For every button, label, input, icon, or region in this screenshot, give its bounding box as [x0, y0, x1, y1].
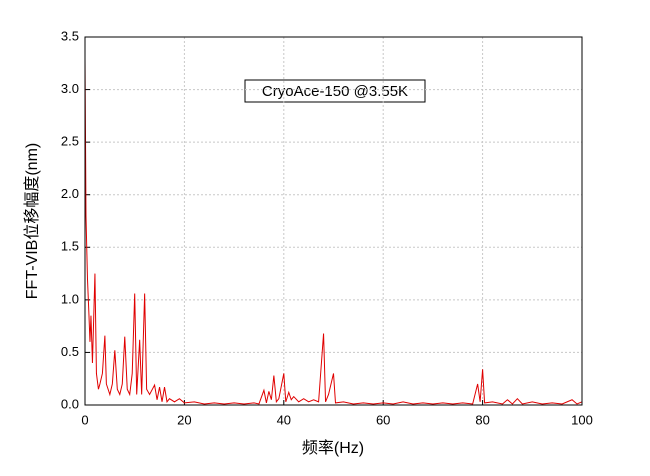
x-tick-label: 40: [277, 412, 291, 427]
plot-frame: [84, 36, 583, 406]
annotation: CryoAce-150 @3.55K: [262, 83, 408, 100]
y-tick-label: 1.5: [61, 239, 79, 254]
y-tick-label: 1.0: [61, 291, 79, 306]
y-tick-label: 0.0: [61, 396, 79, 411]
annotation-box: [244, 79, 426, 103]
y-tick-label: 0.5: [61, 344, 79, 359]
series-line: [84, 58, 583, 405]
x-axis-label: 频率(Hz): [302, 439, 364, 457]
y-tick-label: 2.5: [61, 134, 79, 149]
x-tick-label: 60: [376, 412, 390, 427]
y-axis-label: FFT-VIB位移幅度(nm): [23, 143, 41, 299]
y-tick-label: 3.0: [61, 81, 79, 96]
x-tick-label: 20: [177, 412, 191, 427]
y-tick-label: 3.5: [61, 28, 79, 43]
x-tick-label: 80: [475, 412, 489, 427]
x-tick-label: 0: [81, 412, 88, 427]
x-tick-label: 100: [571, 412, 593, 427]
y-tick-label: 2.0: [61, 186, 79, 201]
